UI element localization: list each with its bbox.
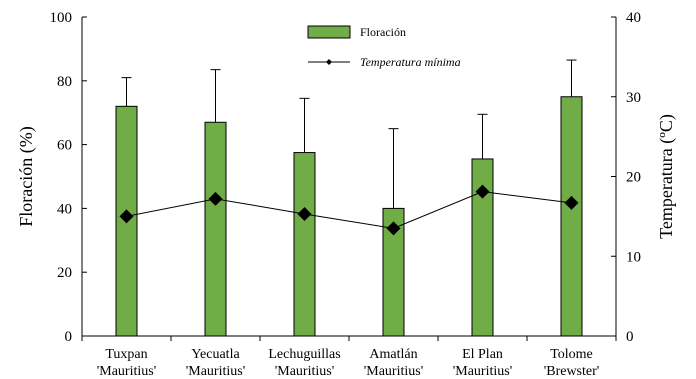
x-category-label: Tuxpan — [105, 347, 147, 362]
x-category-label: 'Mauritius' — [186, 364, 246, 379]
left-tick-label: 40 — [57, 201, 72, 217]
error-bars — [121, 59, 577, 209]
floracion-bar — [293, 152, 316, 337]
left-axis-title: Floración (%) — [16, 126, 37, 226]
x-category-label: Amatlán — [369, 347, 417, 362]
left-tick-label: 60 — [57, 138, 72, 154]
right-tick-label: 0 — [626, 329, 634, 345]
legend-label-temperatura: Temperatura mínima — [360, 55, 461, 69]
left-tick-label: 100 — [50, 10, 73, 26]
left-tick-label: 80 — [57, 74, 72, 90]
legend-marker-temperatura — [326, 59, 332, 65]
temperature-marker — [386, 221, 401, 236]
legend-swatch-floracion — [307, 25, 351, 39]
temperature-marker — [564, 195, 579, 210]
left-tick-label: 20 — [57, 265, 72, 281]
x-category-label: 'Mauritius' — [97, 364, 157, 379]
axes — [81, 16, 617, 341]
temperature-polyline — [126, 191, 572, 229]
floracion-bar — [560, 96, 583, 337]
legend: Floración Temperatura mínima — [307, 25, 461, 69]
right-tick-label: 20 — [626, 170, 641, 186]
temperature-marker — [475, 184, 490, 199]
x-category-label: 'Mauritius' — [453, 364, 513, 379]
x-category-label: Yecuatla — [191, 347, 240, 362]
axis-labels: 0 20 40 60 80 100 0 10 20 30 40 Tuxpan 'Mauritius' Ye… — [16, 10, 677, 379]
x-category-label: Lechuguillas — [268, 347, 340, 362]
temperature-marker — [119, 209, 134, 224]
legend-label-floracion: Floración — [360, 25, 406, 39]
x-category-label: Tolome — [550, 347, 593, 362]
x-category-label: 'Mauritius' — [275, 364, 335, 379]
floracion-bar — [204, 121, 227, 337]
right-axis-title: Temperatura (ºC) — [656, 114, 677, 239]
right-tick-label: 30 — [626, 90, 641, 106]
floracion-bars — [115, 96, 583, 337]
x-category-label: 'Mauritius' — [364, 364, 424, 379]
left-tick-label: 0 — [65, 329, 73, 345]
right-tick-label: 10 — [626, 249, 641, 265]
x-category-label: 'Brewster' — [544, 364, 600, 379]
temperature-marker — [208, 191, 223, 206]
x-category-label: El Plan — [462, 347, 503, 362]
right-tick-label: 40 — [626, 10, 641, 26]
temperature-marker — [297, 206, 312, 221]
temperature-line — [119, 184, 579, 236]
